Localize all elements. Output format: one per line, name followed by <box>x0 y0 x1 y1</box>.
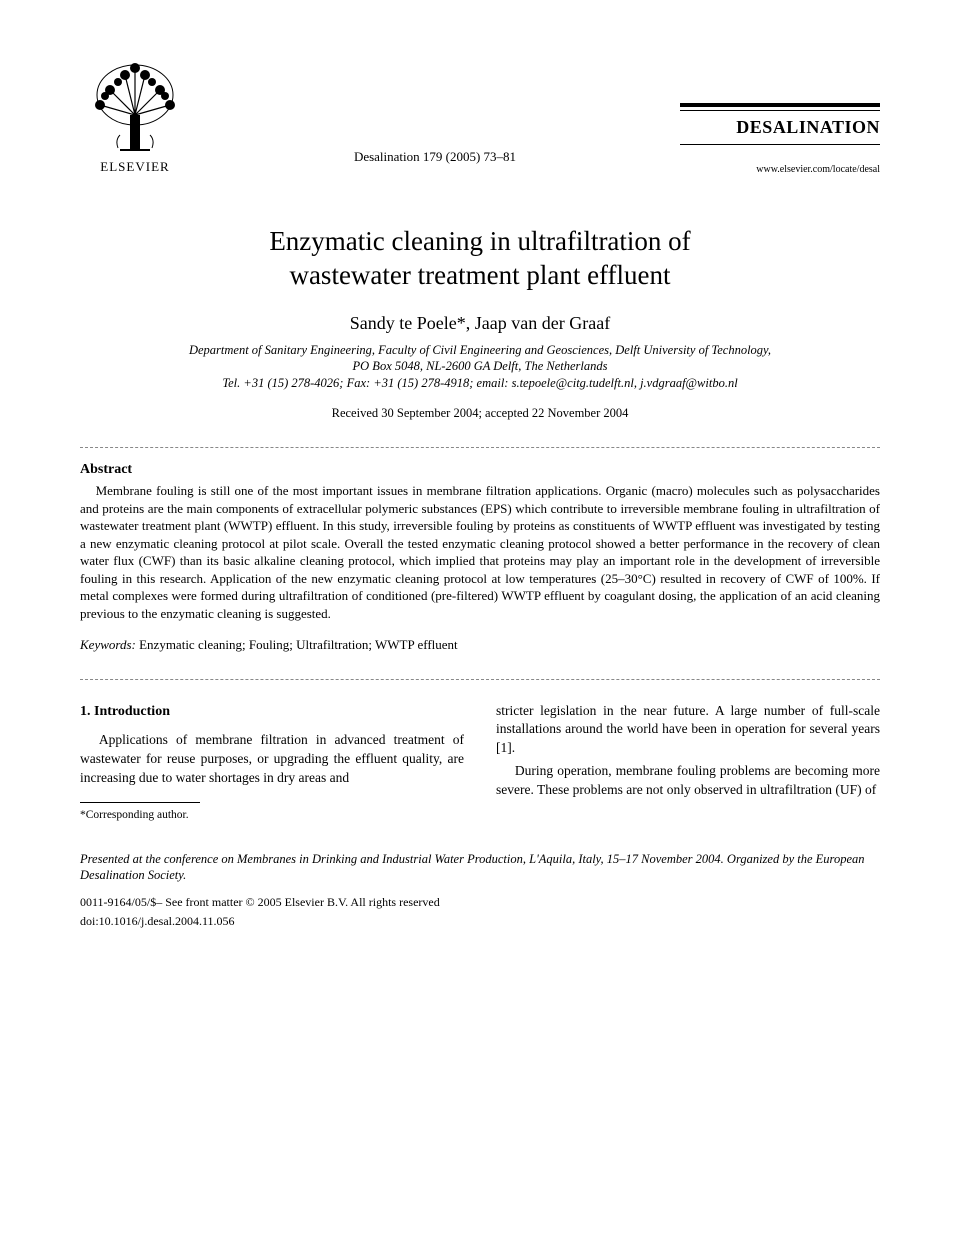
publisher-label: ELSEVIER <box>100 159 169 175</box>
publisher-logo-block: ELSEVIER <box>80 60 190 175</box>
intro-paragraph-2: stricter legislation in the near future.… <box>496 702 880 759</box>
journal-url: www.elsevier.com/locate/desal <box>680 164 880 175</box>
section-heading-introduction: 1. Introduction <box>80 702 464 722</box>
affiliation-line-1: Department of Sanitary Engineering, Facu… <box>189 343 771 357</box>
journal-name: DESALINATION <box>680 117 880 138</box>
elsevier-tree-icon <box>90 60 180 155</box>
intro-paragraph-3: During operation, membrane fouling probl… <box>496 762 880 800</box>
conference-note: Presented at the conference on Membranes… <box>80 851 880 884</box>
keywords-label: Keywords: <box>80 637 136 652</box>
citation: Desalination 179 (2005) 73–81 <box>190 149 680 175</box>
abstract-heading: Abstract <box>80 462 880 478</box>
separator-rule-1 <box>80 447 880 448</box>
page-header: ELSEVIER Desalination 179 (2005) 73–81 D… <box>80 60 880 175</box>
abstract-body: Membrane fouling is still one of the mos… <box>80 482 880 622</box>
journal-rule-bottom <box>680 144 880 146</box>
corresponding-rule <box>80 802 200 803</box>
keywords-list: Enzymatic cleaning; Fouling; Ultrafiltra… <box>136 637 458 652</box>
two-column-body: 1. Introduction Applications of membrane… <box>80 702 880 823</box>
journal-block: DESALINATION www.elsevier.com/locate/des… <box>680 103 880 175</box>
intro-paragraph-1: Applications of membrane filtration in a… <box>80 731 464 788</box>
separator-rule-2 <box>80 679 880 680</box>
journal-rule-top <box>680 103 880 111</box>
keywords: Keywords: Enzymatic cleaning; Fouling; U… <box>80 637 880 653</box>
corresponding-author-note: *Corresponding author. <box>80 807 464 823</box>
title-line-1: Enzymatic cleaning in ultrafiltration of <box>269 226 690 256</box>
affiliation: Department of Sanitary Engineering, Facu… <box>80 342 880 393</box>
received-date: Received 30 September 2004; accepted 22 … <box>80 406 880 421</box>
doi-line: doi:10.1016/j.desal.2004.11.056 <box>80 914 880 929</box>
title-line-2: wastewater treatment plant effluent <box>289 260 670 290</box>
affiliation-line-2: PO Box 5048, NL-2600 GA Delft, The Nethe… <box>353 359 608 373</box>
authors: Sandy te Poele*, Jaap van der Graaf <box>80 313 880 334</box>
affiliation-line-3: Tel. +31 (15) 278-4026; Fax: +31 (15) 27… <box>222 376 737 390</box>
article-title: Enzymatic cleaning in ultrafiltration of… <box>80 225 880 293</box>
column-left: 1. Introduction Applications of membrane… <box>80 702 464 823</box>
column-right: stricter legislation in the near future.… <box>496 702 880 823</box>
copyright-line: 0011-9164/05/$– See front matter © 2005 … <box>80 895 880 910</box>
